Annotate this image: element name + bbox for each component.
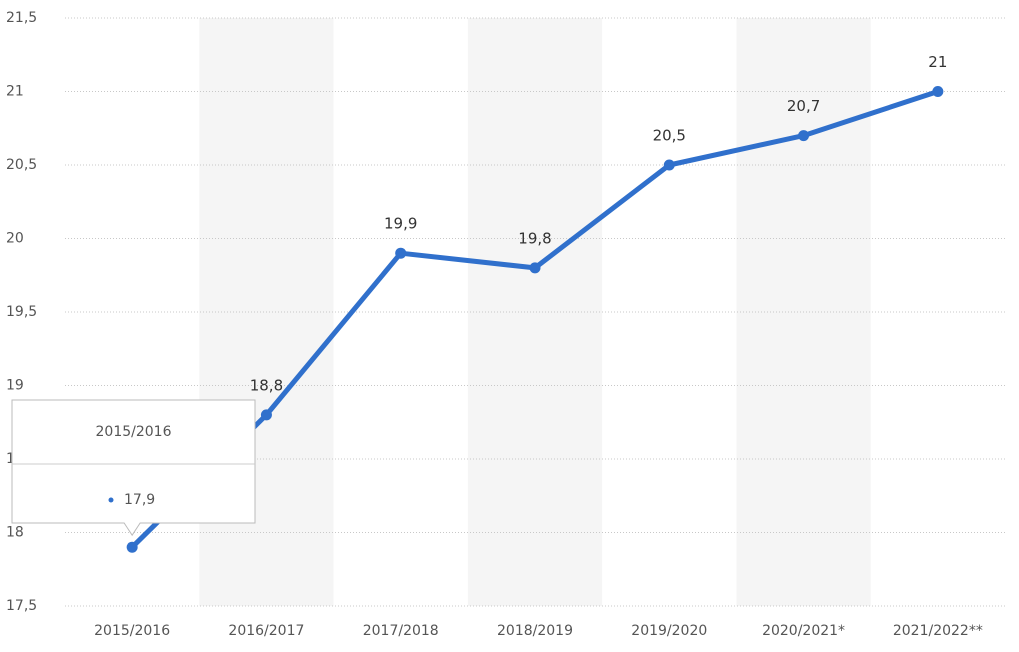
- y-tick-label: 20: [6, 231, 24, 247]
- point: [126, 541, 138, 553]
- y-tick-label: 19: [6, 378, 24, 394]
- point: [798, 130, 810, 142]
- tooltip-title: 2015/2016: [96, 424, 172, 440]
- x-tick-label: 2018/2019: [497, 623, 573, 639]
- point: [529, 262, 541, 274]
- x-tick-label: 2015/2016: [94, 623, 170, 639]
- data-label: 20,5: [653, 127, 686, 145]
- y-tick-label: 18: [6, 525, 24, 541]
- y-tick-label: 17,5: [6, 598, 37, 614]
- data-label: 19,8: [518, 229, 551, 247]
- x-tick-label: 2021/2022**: [893, 623, 983, 639]
- y-tick-label: 21: [6, 84, 24, 100]
- tooltip: 2015/2016 17,9: [11, 399, 256, 537]
- data-label: 20,7: [787, 97, 820, 115]
- band: [467, 18, 603, 606]
- y-tick-label: 19,5: [6, 304, 37, 320]
- tooltip-box: [11, 399, 256, 537]
- point: [395, 247, 407, 259]
- point: [260, 409, 272, 421]
- x-tick-label: 2020/2021*: [762, 623, 845, 639]
- point: [663, 159, 675, 171]
- x-tick-label: 2016/2017: [228, 623, 304, 639]
- data-label: 21: [928, 53, 947, 71]
- x-tick-label: 2017/2018: [363, 623, 439, 639]
- y-tick-label: 20,5: [6, 157, 37, 173]
- y-tick-label: 21,5: [6, 10, 37, 26]
- point: [932, 86, 944, 97]
- tooltip-dot: [108, 497, 114, 503]
- data-label: 18,8: [250, 376, 283, 394]
- data-label: 19,9: [384, 215, 417, 233]
- tooltip-value: 17,9: [124, 492, 155, 508]
- x-tick-label: 2019/2020: [631, 623, 707, 639]
